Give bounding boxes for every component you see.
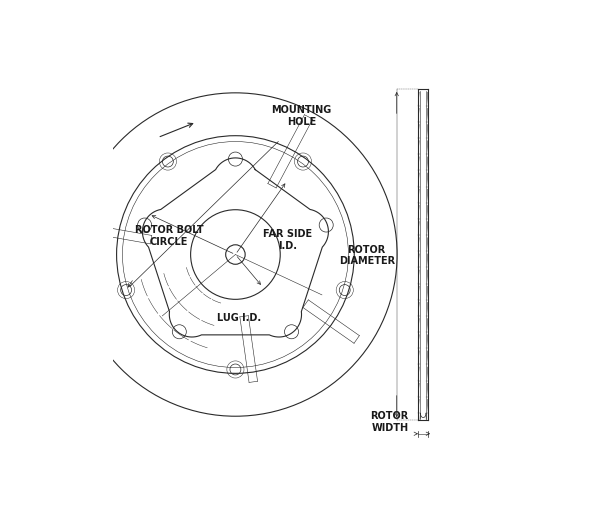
Text: ROTOR
WIDTH: ROTOR WIDTH	[371, 411, 409, 432]
Text: FAR SIDE
I.D.: FAR SIDE I.D.	[263, 229, 313, 250]
Text: ROTOR
DIAMETER: ROTOR DIAMETER	[338, 244, 395, 266]
Text: MOUNTING
HOLE: MOUNTING HOLE	[272, 105, 332, 127]
Text: ROTOR BOLT
CIRCLE: ROTOR BOLT CIRCLE	[135, 225, 203, 246]
Text: LUG I.D.: LUG I.D.	[217, 312, 262, 322]
